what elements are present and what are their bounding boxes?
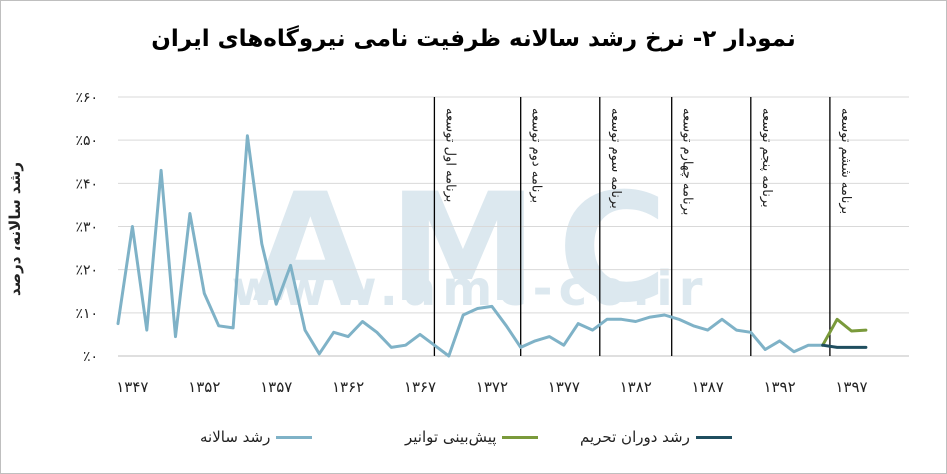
x-tick-label: ۱۳۴۷ <box>116 378 148 396</box>
plan-label: برنامه چهارم توسعه <box>680 108 695 215</box>
legend-swatch-sanctions <box>695 435 732 439</box>
plan-label: برنامه پنجم توسعه <box>759 108 774 208</box>
watermark-logo: AMC <box>252 162 687 336</box>
legend-item-forecast: پیش‌بینی توانیر <box>405 428 539 446</box>
series-line-1 <box>821 317 868 347</box>
x-tick-label: ۱۳۶۷ <box>404 378 436 396</box>
plan-label: برنامه دوم توسعه <box>529 108 544 203</box>
legend-swatch-growth <box>276 435 313 439</box>
legend-item-sanctions: رشد دوران تحریم <box>580 428 732 446</box>
legend-label-growth: رشد سالانه <box>200 428 271 446</box>
legend-label-forecast: پیش‌بینی توانیر <box>405 428 497 446</box>
y-tick-label: ٪۶۰ <box>75 90 98 106</box>
y-tick-label: ٪۳۰ <box>75 220 98 236</box>
legend-swatch-forecast <box>502 435 539 439</box>
watermark: AMC www.amc-co.ir <box>232 162 709 336</box>
x-axis-ticks: ۱۳۴۷ ۱۳۵۲ ۱۳۵۷ ۱۳۶۲ ۱۳۶۷ ۱۳۷۲ ۱۳۷۷ ۱۳۸۲ ۱۳۸۷ ۱۳۹۲… <box>116 378 867 396</box>
y-axis-ticks: ٪۰ ٪۱۰ ٪۲۰ ٪۳۰ ٪۴۰ ٪۵۰ ٪۶۰ <box>75 90 98 365</box>
series-lines <box>116 134 868 358</box>
plan-label: برنامه اول توسعه <box>442 108 457 202</box>
y-tick-label: ٪۴۰ <box>75 176 98 192</box>
y-tick-label: ٪۲۰ <box>75 263 98 279</box>
chart-title: نمودار ۲- نرخ رشد سالانه ظرفیت نامی نیرو… <box>151 26 796 52</box>
x-tick-label: ۱۳۷۷ <box>548 378 580 396</box>
plan-label: برنامه سوم توسعه <box>608 108 623 209</box>
x-tick-label: ۱۳۸۲ <box>620 378 652 396</box>
x-tick-label: ۱۳۸۷ <box>692 378 724 396</box>
gridlines <box>118 96 909 357</box>
legend: رشد سالانه پیش‌بینی توانیر رشد دوران تحر… <box>0 428 947 452</box>
y-tick-label: ٪۵۰ <box>75 133 98 149</box>
x-tick-label: ۱۳۵۲ <box>188 378 220 396</box>
series-line-2 <box>821 343 868 349</box>
x-tick-label: ۱۳۹۷ <box>835 378 867 396</box>
y-tick-label: ٪۰ <box>83 349 98 365</box>
watermark-url: www.amc-co.ir <box>232 261 709 317</box>
plan-dividers: برنامه اول توسعه برنامه دوم توسعه برنامه س… <box>433 97 853 356</box>
y-tick-label: ٪۱۰ <box>75 306 98 322</box>
plan-label: برنامه ششم توسعه <box>838 108 853 214</box>
x-tick-label: ۱۳۹۲ <box>763 378 795 396</box>
legend-item-growth: رشد سالانه <box>200 428 313 446</box>
x-tick-label: ۱۳۶۲ <box>332 378 364 396</box>
legend-label-sanctions: رشد دوران تحریم <box>580 428 690 446</box>
y-axis-label: رشد سالانه، درصد <box>6 162 24 296</box>
series-line-0 <box>116 134 825 358</box>
x-tick-label: ۱۳۵۷ <box>260 378 292 396</box>
x-tick-label: ۱۳۷۲ <box>476 378 508 396</box>
